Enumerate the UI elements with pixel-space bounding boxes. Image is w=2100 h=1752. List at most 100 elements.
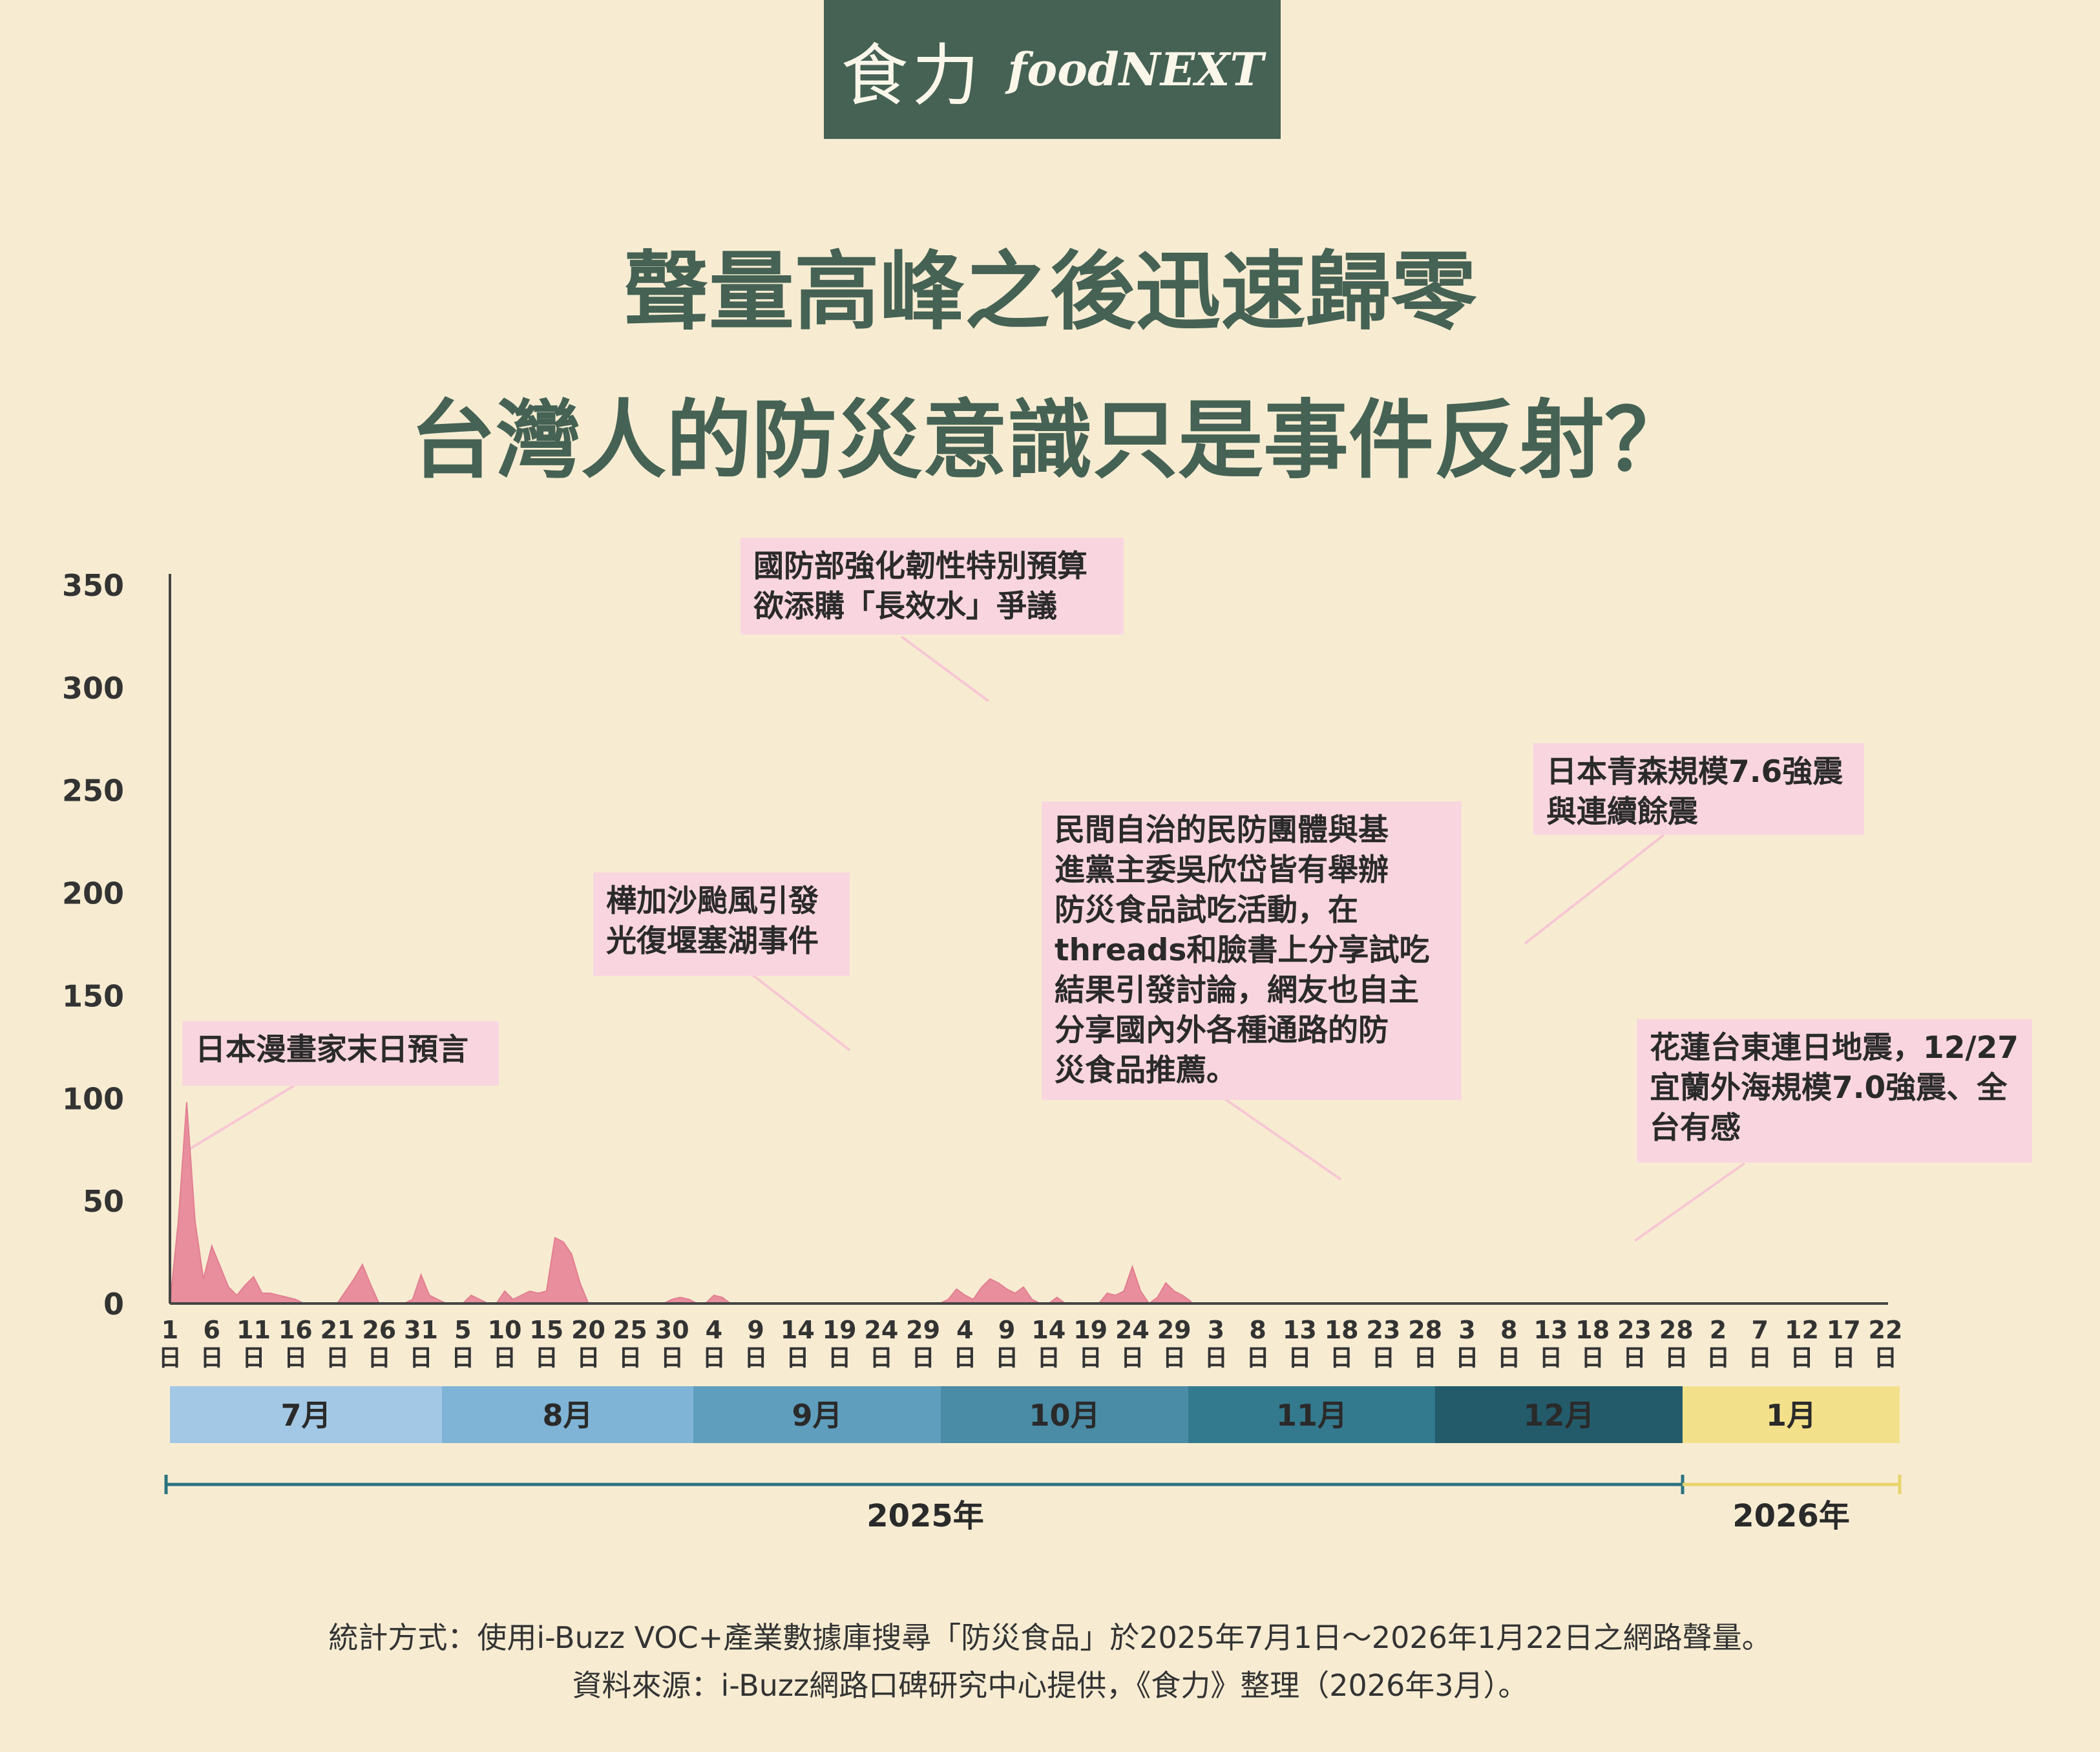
- logo-english-text: foodNEXT: [1007, 43, 1264, 96]
- x-tick-unit-label: 日: [1874, 1345, 1897, 1371]
- footer-methodology: 統計方式：使用i-Buzz VOC+產業數據庫搜尋「防災食品」於2025年7月1…: [328, 1620, 1772, 1655]
- x-tick-label: 22: [1869, 1316, 1903, 1344]
- month-label: 8月: [542, 1398, 593, 1433]
- x-tick-label: 30: [655, 1316, 689, 1344]
- x-tick-label: 23: [1366, 1316, 1400, 1344]
- x-tick-label: 17: [1827, 1316, 1861, 1344]
- month-segment: [442, 1386, 693, 1443]
- x-tick-unit-label: 日: [535, 1345, 558, 1371]
- x-tick-label: 5: [454, 1316, 471, 1344]
- x-tick-unit-label: 日: [1120, 1345, 1144, 1371]
- x-tick-unit-label: 日: [1455, 1345, 1478, 1371]
- month-segment: [1683, 1386, 1900, 1443]
- x-tick-unit-label: 日: [368, 1345, 391, 1371]
- x-tick-label: 19: [1073, 1316, 1108, 1344]
- month-segment: [1188, 1386, 1435, 1443]
- annotation-defense-budget: 國防部強化韌性特別預算 欲添購「長效水」爭議: [740, 538, 1124, 635]
- year-label-2025: 2025年: [866, 1498, 984, 1534]
- x-tick-unit-label: 日: [1497, 1345, 1520, 1371]
- year-band: 2025年 2026年: [164, 1475, 1902, 1534]
- chart-title-line1: 聲量高峰之後迅速歸零: [624, 242, 1476, 342]
- x-tick-unit-label: 日: [702, 1345, 726, 1371]
- x-tick-unit-label: 日: [1288, 1345, 1311, 1371]
- volume-area-series: [169, 1102, 1192, 1305]
- month-segment: [941, 1386, 1188, 1443]
- x-tick-unit-label: 日: [326, 1345, 349, 1371]
- x-tick-unit-label: 日: [995, 1345, 1018, 1371]
- x-tick-unit-label: 日: [1622, 1345, 1646, 1371]
- x-tick-label: 24: [1115, 1316, 1150, 1344]
- x-tick-unit-label: 日: [1162, 1345, 1186, 1371]
- month-label: 11月: [1276, 1398, 1347, 1433]
- x-tick-label: 12: [1785, 1316, 1819, 1344]
- footer-source: 資料來源：i-Buzz網路口碑研究中心提供，《食力》整理（2026年3月）。: [572, 1668, 1528, 1703]
- annotation-leader-line: [1633, 1162, 1746, 1242]
- x-tick-label: 9: [998, 1316, 1015, 1344]
- x-tick-unit-label: 日: [1372, 1345, 1395, 1371]
- y-tick-label: 200: [62, 876, 124, 911]
- x-tick-label: 4: [956, 1316, 973, 1344]
- x-tick-unit-label: 日: [1079, 1345, 1102, 1371]
- brand-logo: 食力 foodNEXT: [824, 0, 1281, 139]
- annotation-typhoon-ragasa: 樺加沙颱風引發 光復堰塞湖事件: [593, 872, 850, 976]
- x-tick-label: 13: [1283, 1316, 1317, 1344]
- annotation-leader-line: [900, 635, 990, 702]
- annotation-aomori-earthquake: 日本青森規模7.6強震 與連續餘震: [1533, 743, 1864, 835]
- x-tick-label: 11: [236, 1316, 271, 1344]
- annotation-leaders: [186, 635, 1746, 1242]
- x-tick-label: 24: [864, 1316, 898, 1344]
- x-tick-unit-label: 日: [1330, 1345, 1353, 1371]
- x-tick-unit-label: 日: [870, 1345, 893, 1371]
- x-tick-label: 15: [529, 1316, 563, 1344]
- x-tick-label: 18: [1575, 1316, 1610, 1344]
- x-tick-unit-label: 日: [1414, 1345, 1437, 1371]
- x-axis: 1日6日11日16日21日26日31日5日10日15日20日25日30日4日9日…: [158, 1302, 1903, 1371]
- x-tick-unit-label: 日: [1037, 1345, 1060, 1371]
- x-tick-label: 8: [1249, 1316, 1266, 1344]
- y-tick-label: 250: [62, 774, 124, 808]
- x-tick-unit-label: 日: [1790, 1345, 1813, 1371]
- month-label: 1月: [1766, 1398, 1816, 1433]
- y-tick-label: 0: [103, 1287, 124, 1322]
- x-tick-label: 2: [1710, 1316, 1727, 1344]
- x-tick-label: 8: [1500, 1316, 1517, 1344]
- month-label: 10月: [1029, 1398, 1100, 1433]
- x-tick-label: 16: [278, 1316, 313, 1344]
- x-tick-unit-label: 日: [1246, 1345, 1270, 1371]
- year-label-2026: 2026年: [1732, 1498, 1850, 1534]
- chart-title-line2: 台灣人的防災意識只是事件反射？: [410, 391, 1690, 491]
- x-tick-unit-label: 日: [242, 1345, 266, 1371]
- x-tick-label: 29: [1157, 1316, 1192, 1344]
- x-tick-unit-label: 日: [1539, 1345, 1562, 1371]
- x-tick-label: 28: [1408, 1316, 1442, 1344]
- logo-chinese-text: 食力: [841, 36, 983, 115]
- x-tick-unit-label: 日: [410, 1345, 433, 1371]
- x-tick-unit-label: 日: [158, 1345, 182, 1371]
- x-tick-unit-label: 日: [786, 1345, 809, 1371]
- annotation-leader-line: [1524, 834, 1665, 945]
- annotation-leader-line: [1223, 1097, 1342, 1181]
- x-tick-label: 4: [706, 1316, 722, 1344]
- month-segment: [693, 1386, 941, 1443]
- x-tick-label: 21: [320, 1316, 355, 1344]
- x-tick-label: 28: [1659, 1316, 1694, 1344]
- x-tick-unit-label: 日: [953, 1345, 976, 1371]
- x-tick-label: 18: [1325, 1316, 1359, 1344]
- x-tick-unit-label: 日: [493, 1345, 516, 1371]
- annotation-leader-line: [748, 971, 851, 1051]
- month-segment: [170, 1386, 442, 1443]
- annotation-japan-manga-prophecy: 日本漫畫家末日預言: [182, 1021, 499, 1086]
- x-tick-unit-label: 日: [577, 1345, 600, 1371]
- y-tick-label: 100: [62, 1081, 124, 1116]
- x-tick-label: 25: [613, 1316, 647, 1344]
- month-label: 12月: [1523, 1398, 1594, 1433]
- x-tick-unit-label: 日: [1832, 1345, 1855, 1371]
- x-tick-label: 19: [823, 1316, 857, 1344]
- annotation-leader-line: [186, 1084, 295, 1152]
- x-tick-unit-label: 日: [1581, 1345, 1604, 1371]
- y-tick-label: 300: [62, 671, 124, 706]
- x-tick-unit-label: 日: [1664, 1345, 1688, 1371]
- x-tick-label: 14: [781, 1316, 815, 1344]
- x-tick-label: 29: [906, 1316, 940, 1344]
- y-tick-label: 350: [62, 568, 124, 603]
